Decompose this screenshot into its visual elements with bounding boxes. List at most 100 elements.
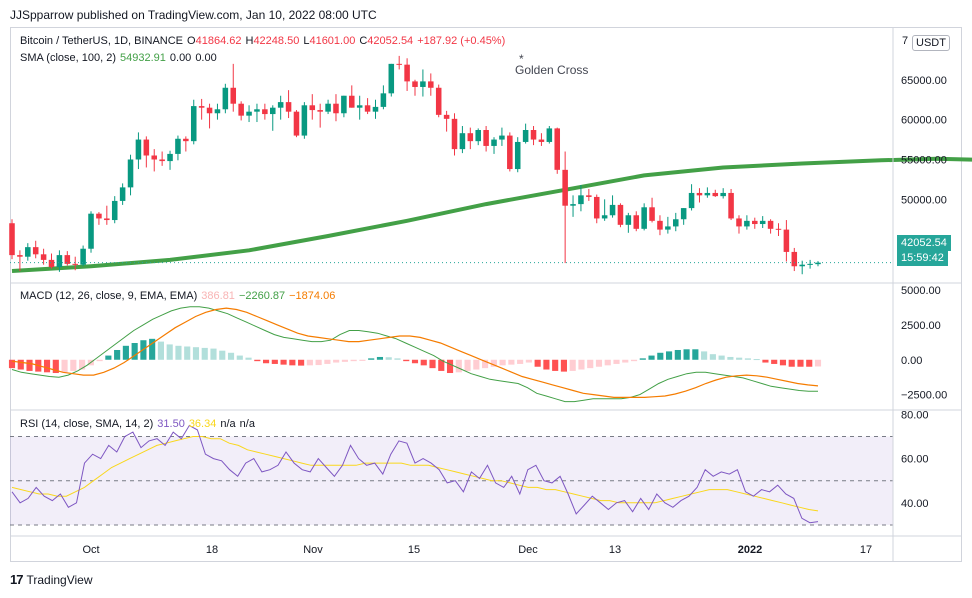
macd-line-value: −2260.87 <box>238 290 286 302</box>
candle-body <box>554 128 561 170</box>
macd-histogram-bar <box>175 345 182 360</box>
candle-body <box>293 111 300 136</box>
macd-histogram-bar <box>70 359 77 371</box>
macd-histogram-bar <box>560 359 568 372</box>
macd-histogram-bar <box>446 359 454 374</box>
rsi-na-1: n/a <box>220 418 236 430</box>
macd-histogram-bar <box>289 359 296 366</box>
candle-body <box>420 81 426 87</box>
time-tick-label: 13 <box>609 544 621 556</box>
macd-histogram-bar <box>701 351 708 360</box>
candle-body <box>32 247 39 255</box>
candle-body <box>562 169 568 206</box>
candle-body <box>317 110 323 112</box>
high-label: H <box>245 35 254 47</box>
candle-body <box>530 130 537 140</box>
macd-histogram-bar <box>438 359 445 371</box>
macd-histogram-bar <box>262 359 270 364</box>
macd-histogram-bar <box>376 356 384 360</box>
macd-histogram-bar <box>411 359 419 364</box>
candle-body <box>262 109 268 115</box>
macd-tick-label: 5000.00 <box>901 285 941 297</box>
macd-histogram-bar <box>674 349 681 360</box>
macd-histogram-bar <box>788 359 795 367</box>
candle-body <box>56 255 63 268</box>
candle-body <box>783 229 790 252</box>
macd-histogram-bar <box>43 359 51 373</box>
candle-body <box>151 155 158 160</box>
candle-body <box>190 106 197 142</box>
candle-body <box>127 159 134 188</box>
candle-body <box>404 64 410 82</box>
candle-body <box>704 192 711 196</box>
brand-label[interactable]: TradingView <box>26 572 93 587</box>
macd-histogram-bar <box>157 341 165 360</box>
rsi-ma-value: 36.34 <box>188 418 217 430</box>
candle-body <box>617 204 624 225</box>
chart-frame[interactable] <box>10 27 962 562</box>
macd-histogram-bar <box>762 359 769 363</box>
candle-body <box>546 128 553 142</box>
candle-body <box>578 195 584 205</box>
candle-body <box>688 192 695 209</box>
symbol-label[interactable]: Bitcoin / TetherUS, 1D, BINANCE <box>20 35 184 47</box>
candle-body <box>475 130 481 142</box>
macd-histogram-bar <box>771 359 778 364</box>
macd-histogram-bar <box>52 359 59 374</box>
candle-body <box>269 107 276 115</box>
golden-cross-annotation[interactable]: Golden Cross <box>515 63 589 77</box>
rsi-tick-label: 60.00 <box>901 454 929 466</box>
candle-body <box>159 159 165 162</box>
macd-histogram-bar <box>254 359 261 362</box>
candle-body <box>657 220 663 230</box>
macd-histogram-bar <box>657 352 664 360</box>
time-tick-label: 17 <box>860 544 872 556</box>
macd-label[interactable]: MACD (12, 26, close, 9, EMA, EMA) <box>20 290 198 302</box>
candle-body <box>672 219 679 227</box>
time-tick-label: Oct <box>82 544 99 556</box>
candle-body <box>759 220 766 225</box>
open-label: O <box>187 35 196 47</box>
macd-histogram-bar <box>779 359 787 366</box>
macd-tick-label: 0.00 <box>901 355 922 367</box>
candle-body <box>111 200 118 221</box>
candle-body <box>96 213 102 219</box>
candle-body <box>333 103 339 114</box>
candle-body <box>277 102 284 108</box>
candle-body <box>80 248 86 265</box>
macd-histogram-bar <box>385 357 392 360</box>
candle-body <box>40 254 47 260</box>
candle-body <box>665 226 671 230</box>
sma-label[interactable]: SMA (close, 100, 2) <box>20 52 116 64</box>
macd-histogram-bar <box>648 355 655 360</box>
candle-body <box>791 251 798 267</box>
macd-histogram-bar <box>797 359 804 367</box>
price-tick-label: 60000.00 <box>901 115 947 127</box>
candle-body <box>206 107 213 114</box>
macd-histogram-bar <box>613 359 620 364</box>
macd-histogram-bar <box>490 359 497 367</box>
rsi-label[interactable]: RSI (14, close, SMA, 14, 2) <box>20 418 154 430</box>
macd-histogram-bar <box>298 359 305 366</box>
candle-body <box>507 135 513 170</box>
candle-body <box>649 207 655 221</box>
macd-histogram-bar <box>744 358 751 360</box>
candle-body <box>388 63 395 94</box>
price-tick-label: 50000.00 <box>901 194 947 206</box>
candle-body <box>775 228 782 230</box>
candle-body <box>364 105 371 112</box>
currency-unit-button[interactable]: USDT <box>912 35 950 51</box>
macd-histogram-bar <box>201 347 208 360</box>
candle-body <box>601 215 608 219</box>
macd-histogram-bar <box>96 359 103 362</box>
countdown-badge: 15:59:42 <box>897 250 948 266</box>
last-price-badge: 42052.54 <box>897 235 951 251</box>
macd-histogram-bar <box>736 357 743 360</box>
macd-histogram-bar <box>517 359 524 364</box>
rsi-tick-label: 80.00 <box>901 409 929 421</box>
macd-histogram-bar <box>8 359 16 369</box>
macd-histogram-bar <box>79 359 86 370</box>
candle-body <box>680 208 687 220</box>
candle-body <box>104 218 110 221</box>
